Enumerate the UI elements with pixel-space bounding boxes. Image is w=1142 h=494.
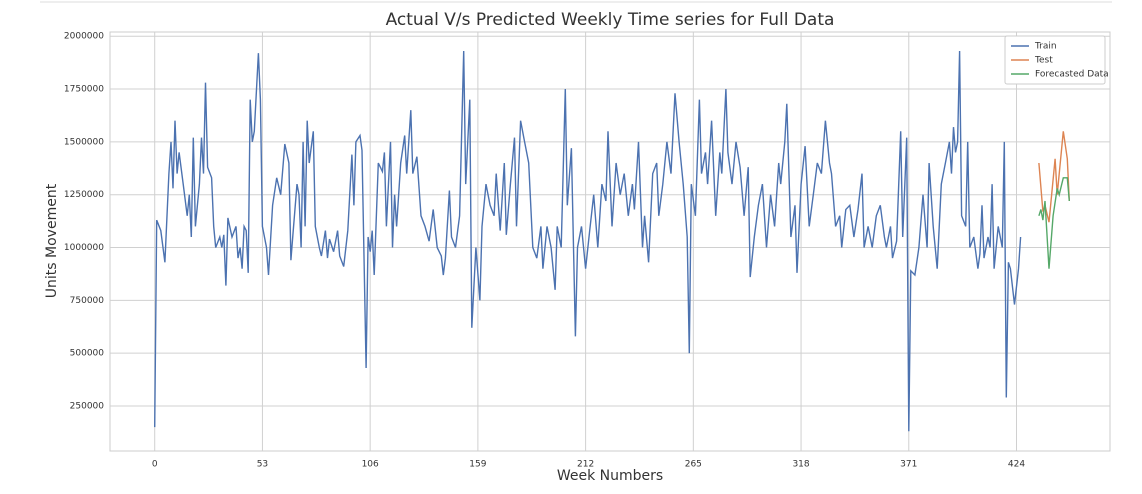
plot-area bbox=[109, 31, 1111, 452]
y-tick-label: 750000 bbox=[70, 296, 105, 306]
legend-box bbox=[1004, 35, 1106, 85]
chart-title: Actual V/s Predicted Weekly Time series … bbox=[386, 10, 835, 30]
y-axis-label: Units Movement bbox=[44, 183, 60, 298]
x-tick-label: 106 bbox=[362, 460, 379, 470]
y-tick-label: 1500000 bbox=[64, 137, 104, 147]
x-tick-label: 53 bbox=[257, 460, 268, 470]
y-tick-label: 1250000 bbox=[64, 190, 104, 200]
legend-label: Forecasted Data bbox=[1035, 70, 1109, 80]
series-line bbox=[1038, 177, 1070, 269]
y-tick-label: 1000000 bbox=[64, 243, 104, 253]
legend-label: Train bbox=[1034, 42, 1057, 52]
x-tick-label: 265 bbox=[685, 460, 702, 470]
x-tick-label: 159 bbox=[469, 460, 486, 470]
y-tick-label: 1750000 bbox=[64, 85, 104, 95]
x-tick-label: 371 bbox=[900, 460, 917, 470]
series-line bbox=[154, 50, 1022, 432]
x-tick-label: 0 bbox=[152, 460, 158, 470]
legend-label: Test bbox=[1034, 56, 1053, 66]
y-tick-label: 250000 bbox=[70, 401, 105, 411]
x-axis-label: Week Numbers bbox=[557, 468, 663, 484]
x-tick-label: 424 bbox=[1008, 460, 1025, 470]
y-tick-label: 2000000 bbox=[64, 32, 104, 42]
y-tick-label: 500000 bbox=[70, 349, 105, 359]
x-tick-label: 212 bbox=[577, 460, 594, 470]
x-tick-label: 318 bbox=[792, 460, 809, 470]
